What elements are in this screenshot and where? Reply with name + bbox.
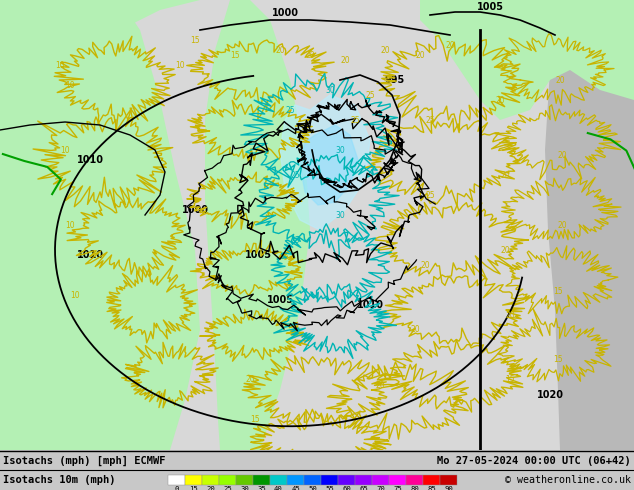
Text: 20: 20 [500,171,510,179]
Text: 30: 30 [335,211,345,220]
Text: 25: 25 [425,191,435,199]
Text: 0: 0 [174,486,179,490]
Text: 995: 995 [385,75,405,85]
Text: Mo 27-05-2024 00:00 UTC (06+42): Mo 27-05-2024 00:00 UTC (06+42) [437,456,631,466]
Text: 20: 20 [505,311,515,319]
Text: 20: 20 [245,375,255,385]
Text: 75: 75 [393,486,402,490]
Text: 1000: 1000 [181,205,209,215]
Text: 1010: 1010 [77,155,103,165]
Text: 30: 30 [325,85,335,95]
Text: 25: 25 [350,116,360,124]
Text: © weatheronline.co.uk: © weatheronline.co.uk [505,475,631,485]
Text: 20: 20 [415,50,425,59]
Text: 90: 90 [444,486,453,490]
Text: 1005: 1005 [245,250,271,260]
Text: 20: 20 [380,46,390,54]
Text: 20: 20 [555,75,565,84]
Bar [372,474,389,485]
Text: 1010: 1010 [77,250,103,260]
Text: 20: 20 [557,150,567,160]
Bar [355,474,372,485]
Bar [236,474,253,485]
Bar [321,474,338,485]
Bar [304,474,321,485]
Text: 50: 50 [308,486,317,490]
Polygon shape [300,125,358,205]
Bar [270,474,287,485]
Text: 40: 40 [274,486,283,490]
Text: 1020: 1020 [536,390,564,400]
Text: Isotachs 10m (mph): Isotachs 10m (mph) [3,475,115,485]
Polygon shape [0,0,200,450]
Text: 15: 15 [505,375,515,385]
Bar [253,474,270,485]
Text: 1005: 1005 [266,295,294,305]
Text: 65: 65 [359,486,368,490]
Text: 25: 25 [285,105,295,115]
Bar [389,474,406,485]
Text: 20: 20 [275,46,285,54]
Text: 1010: 1010 [356,300,384,310]
Text: 25: 25 [425,116,435,124]
Text: 70: 70 [376,486,385,490]
Bar [202,474,219,485]
Text: 10: 10 [55,60,65,70]
Bar [423,474,440,485]
Text: Isotachs (mph) [mph] ECMWF: Isotachs (mph) [mph] ECMWF [3,456,165,466]
Text: 20: 20 [420,261,430,270]
Text: 20: 20 [410,325,420,335]
Text: 15: 15 [553,288,563,296]
Text: 10: 10 [60,146,70,154]
Text: 60: 60 [342,486,351,490]
Text: 80: 80 [410,486,419,490]
Polygon shape [280,95,370,230]
Polygon shape [170,0,560,450]
Bar [338,474,355,485]
Text: 10: 10 [65,220,75,229]
Text: 25: 25 [365,91,375,99]
Bar [287,474,304,485]
Text: 15: 15 [553,356,563,365]
Text: 20: 20 [557,220,567,229]
Bar [440,474,457,485]
Polygon shape [0,0,200,100]
Text: 20: 20 [495,96,505,104]
Text: 10: 10 [65,80,75,90]
Text: 35: 35 [257,486,266,490]
Text: 20: 20 [340,55,350,65]
Text: 1005: 1005 [477,2,503,12]
Polygon shape [545,0,634,450]
Text: 85: 85 [427,486,436,490]
Text: 20: 20 [500,245,510,254]
Polygon shape [205,0,310,450]
Text: 10: 10 [70,291,80,299]
Bar [219,474,236,485]
Text: 45: 45 [291,486,300,490]
Text: 20: 20 [305,50,315,59]
Bar [185,474,202,485]
Text: 15: 15 [250,416,260,424]
Text: 1000: 1000 [271,8,299,18]
Text: 20: 20 [375,381,385,390]
Text: 20: 20 [445,41,455,49]
Text: 15: 15 [190,35,200,45]
Text: 30: 30 [335,146,345,154]
Text: 20: 20 [206,486,215,490]
Text: 25: 25 [290,171,300,179]
Bar [406,474,423,485]
Bar [168,474,185,485]
Polygon shape [420,0,634,120]
Text: 10: 10 [175,60,185,70]
Text: 25: 25 [290,236,300,245]
Text: 55: 55 [325,486,334,490]
Text: 30: 30 [240,486,249,490]
Text: 25: 25 [223,486,232,490]
Text: 15: 15 [189,486,198,490]
Text: 15: 15 [230,50,240,59]
